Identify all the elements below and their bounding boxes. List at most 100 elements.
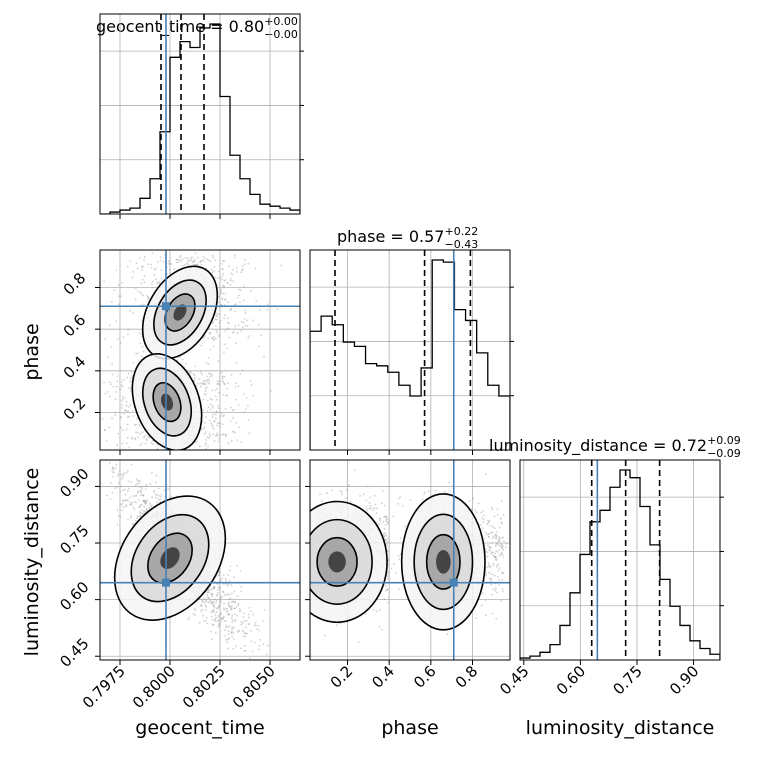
- scatter-point: [140, 491, 143, 494]
- scatter-point: [214, 325, 217, 327]
- scatter-point: [219, 434, 222, 436]
- scatter-point: [189, 371, 192, 373]
- scatter-point: [184, 257, 187, 260]
- scatter-point: [138, 480, 141, 483]
- scatter-point: [222, 268, 224, 271]
- tick-label-x: 0.60: [553, 662, 589, 698]
- scatter-point: [235, 382, 238, 385]
- scatter-point: [223, 635, 226, 637]
- scatter-point: [492, 564, 495, 567]
- scatter-point: [226, 282, 229, 284]
- scatter-point: [435, 489, 437, 492]
- scatter-point: [204, 383, 207, 386]
- hist-panel-phase: [309, 249, 514, 455]
- scatter-point: [378, 523, 380, 526]
- scatter-point: [190, 371, 192, 373]
- scatter-point: [244, 324, 247, 327]
- scatter-point: [145, 507, 148, 510]
- scatter-point: [227, 638, 229, 641]
- scatter-point: [121, 381, 123, 384]
- scatter-point: [178, 259, 181, 262]
- scatter-point: [219, 293, 222, 295]
- scatter-point: [211, 374, 214, 377]
- scatter-point: [485, 574, 488, 577]
- scatter-point: [493, 555, 496, 558]
- scatter-point: [167, 263, 170, 265]
- scatter-point: [232, 280, 235, 283]
- scatter-point: [224, 299, 226, 302]
- scatter-point: [486, 555, 489, 558]
- scatter-point: [222, 272, 225, 275]
- scatter-point: [178, 356, 181, 359]
- scatter-point: [232, 409, 234, 412]
- scatter-point: [219, 597, 222, 600]
- scatter-point: [150, 263, 152, 266]
- scatter-point: [214, 617, 217, 619]
- scatter-point: [364, 613, 367, 615]
- scatter-point: [382, 520, 385, 523]
- scatter-point: [108, 426, 111, 429]
- scatter-point: [121, 499, 124, 502]
- contour-line: [310, 518, 373, 605]
- scatter-point: [167, 259, 170, 262]
- scatter-point: [235, 303, 238, 305]
- scatter-point: [258, 345, 261, 348]
- scatter-point: [121, 442, 124, 445]
- scatter-point: [206, 594, 209, 596]
- scatter-point: [217, 625, 220, 628]
- scatter-point: [335, 624, 338, 626]
- scatter-point: [484, 548, 487, 551]
- scatter-point: [216, 593, 218, 596]
- scatter-point: [126, 499, 129, 502]
- scatter-point: [207, 337, 209, 340]
- scatter-point: [247, 613, 250, 616]
- scatter-point: [157, 281, 160, 284]
- scatter-point: [188, 616, 191, 619]
- scatter-point: [387, 563, 390, 566]
- scatter-point: [243, 612, 245, 615]
- scatter-point: [244, 632, 247, 635]
- scatter-point: [218, 334, 221, 337]
- contour-line: [316, 536, 358, 587]
- scatter-point: [485, 614, 487, 617]
- scatter-point: [232, 269, 235, 271]
- scatter-point: [106, 390, 109, 393]
- scatter-point: [221, 262, 223, 265]
- scatter-point: [267, 303, 269, 306]
- scatter-point: [387, 572, 390, 575]
- scatter-point: [369, 504, 372, 507]
- scatter-point: [501, 578, 504, 581]
- scatter-point: [216, 592, 219, 594]
- scatter-point: [496, 551, 499, 553]
- scatter-point: [504, 546, 507, 549]
- scatter-point: [468, 499, 471, 502]
- scatter-point: [120, 426, 122, 429]
- scatter-point: [218, 580, 221, 582]
- density-level: [173, 304, 187, 321]
- scatter-point: [122, 506, 125, 508]
- scatter-point: [89, 393, 91, 395]
- scatter-point: [199, 604, 202, 607]
- scatter-point: [254, 267, 257, 270]
- contour-line: [400, 493, 486, 631]
- scatter-point: [105, 439, 108, 442]
- scatter-point: [160, 493, 163, 496]
- scatter-point: [237, 385, 240, 388]
- scatter-point: [398, 558, 401, 561]
- scatter-point: [486, 551, 489, 554]
- scatter-point: [202, 614, 205, 617]
- scatter-point: [120, 503, 123, 506]
- scatter-point: [132, 312, 135, 314]
- scatter-point: [236, 630, 239, 633]
- scatter-point: [260, 334, 262, 337]
- scatter-point: [210, 602, 213, 604]
- scatter-point: [170, 263, 173, 265]
- scatter-point: [226, 647, 229, 650]
- scatter-point: [218, 296, 220, 298]
- scatter-point: [130, 480, 132, 483]
- scatter-point: [280, 264, 283, 267]
- scatter-point: [233, 304, 236, 306]
- scatter-point: [217, 404, 220, 407]
- scatter-point: [244, 309, 247, 312]
- scatter-point: [208, 419, 211, 422]
